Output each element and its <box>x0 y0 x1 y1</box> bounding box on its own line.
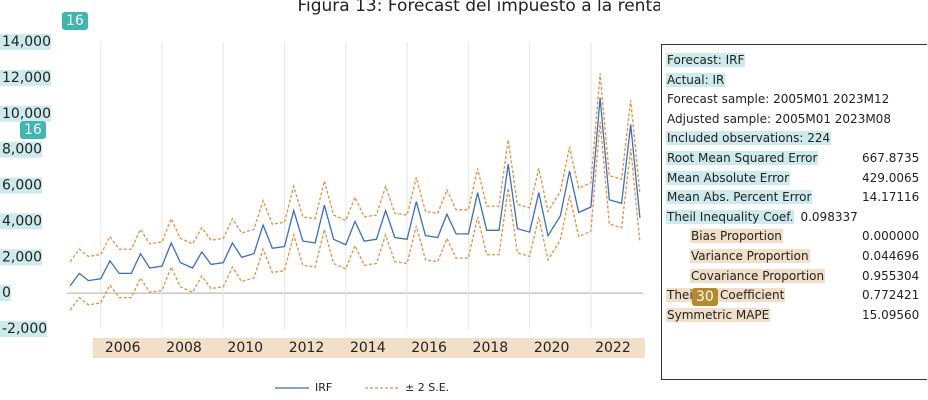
tick-highlight <box>582 338 645 358</box>
stats-row: Symmetric MAPE 15.09560 <box>666 306 927 326</box>
stats-value: 667.8735 <box>862 150 920 165</box>
y-tick-label: 6,000 <box>2 178 42 194</box>
stats-value: 14.17116 <box>862 190 920 205</box>
stats-row: Actual: IR <box>666 71 927 91</box>
tick-highlight <box>0 213 43 230</box>
band-line <box>69 121 641 311</box>
stats-row: Root Mean Squared Error 667.8735 <box>666 149 927 169</box>
x-tick-label: 2020 <box>534 340 570 356</box>
x-tick-label: 2022 <box>595 340 631 356</box>
tick-highlight <box>0 105 51 122</box>
stats-value: 0.955304 <box>862 268 920 283</box>
x-tick-label: 2018 <box>473 340 509 356</box>
y-tick-label: -2,000 <box>2 321 47 337</box>
tick-highlight <box>215 338 278 358</box>
y-tick-label: 12,000 <box>2 70 51 86</box>
tick-highlight <box>0 69 51 86</box>
legend-label: IRF <box>315 381 332 394</box>
legend-label: ± 2 S.E. <box>405 381 449 394</box>
stats-label: Forecast: IRF <box>666 53 746 67</box>
y-tick-label: 14,000 <box>2 34 51 50</box>
tick-highlight <box>92 338 155 358</box>
stats-label: Included observations: 224 <box>666 131 832 146</box>
tick-highlight <box>399 338 462 358</box>
stats-label: Variance Proportion <box>690 248 810 263</box>
stats-label: Mean Absolute Error <box>666 170 791 185</box>
badge: 16 <box>62 12 88 30</box>
line <box>69 97 641 287</box>
stats-label: Adjusted sample: 2005M01 2023M08 <box>667 111 891 126</box>
badge: 16 <box>20 121 46 139</box>
x-tick-label: 2010 <box>227 340 263 356</box>
stats-value: 429.0065 <box>862 170 920 185</box>
stats-row: Bias Proportion 0.000000 <box>666 227 927 247</box>
stats-row: Adjusted sample: 2005M01 2023M08 <box>666 110 927 130</box>
stats-value: 0.098337 <box>800 209 858 224</box>
x-tick-label: 2008 <box>166 340 202 356</box>
stats-row: Included observations: 224 <box>666 129 927 149</box>
stats-row: Mean Absolute Error 429.0065 <box>666 169 927 189</box>
tick-highlight <box>521 338 584 358</box>
stats-value: 0.772421 <box>862 288 920 303</box>
x-tick-label: 2014 <box>350 340 386 356</box>
band-line <box>69 73 641 263</box>
tick-highlight <box>0 177 43 194</box>
y-tick-label: 0 <box>2 285 11 301</box>
tick-highlight <box>0 34 51 50</box>
stats-value: 15.09560 <box>862 307 920 322</box>
x-tick-label: 2006 <box>105 340 141 356</box>
tick-highlight <box>0 285 11 302</box>
stats-label: Bias Proportion <box>690 229 783 244</box>
x-tick-label: 2016 <box>411 340 447 356</box>
stats-value: 0.000000 <box>862 229 920 244</box>
stats-panel: Forecast: IRF Actual: IR Forecast sample: … <box>661 44 927 380</box>
tick-highlight <box>0 249 43 266</box>
tick-highlight <box>0 141 43 158</box>
stats-label: Forecast sample: 2005M01 2023M12 <box>667 92 890 107</box>
stats-label: Mean Abs. Percent Error <box>666 190 813 205</box>
tick-highlight <box>0 321 48 337</box>
stats-row: Forecast sample: 2005M01 2023M12 <box>666 90 927 110</box>
tick-highlight <box>276 338 339 358</box>
y-tick-label: 2,000 <box>2 249 42 265</box>
stats-label: Covariance Proportion <box>690 268 826 283</box>
x-tick-label: 2012 <box>289 340 325 356</box>
tick-highlight <box>153 338 216 358</box>
chart-title: Figura 13: Forecast del impuesto a la re… <box>297 0 660 16</box>
stats-value: 0.044696 <box>862 248 920 263</box>
stats-label: Actual: IR <box>666 72 726 87</box>
stats-row: Variance Proportion 0.044696 <box>666 247 927 267</box>
y-tick-label: 8,000 <box>2 142 42 158</box>
tick-highlight <box>460 338 523 358</box>
chart: Figura 13: Forecast del impuesto a la re… <box>0 0 660 394</box>
stats-row: Mean Abs. Percent Error 14.17116 <box>666 188 927 208</box>
stats-label: Theil Inequality Coef. <box>666 209 795 224</box>
tick-highlight <box>337 338 400 358</box>
stats-label: Theil U2 Coefficient <box>666 288 786 303</box>
stats-row: Theil Inequality Coef. 0.098337 <box>666 208 927 228</box>
stats-label: Symmetric MAPE <box>666 307 771 322</box>
stats-label: Root Mean Squared Error <box>666 150 819 165</box>
stats-row: Covariance Proportion 0.955304 <box>666 267 927 287</box>
y-tick-label: 10,000 <box>2 106 51 122</box>
stats-row: Forecast: IRF <box>666 51 927 71</box>
y-tick-label: 4,000 <box>2 213 42 229</box>
badge: 30 <box>692 288 718 306</box>
